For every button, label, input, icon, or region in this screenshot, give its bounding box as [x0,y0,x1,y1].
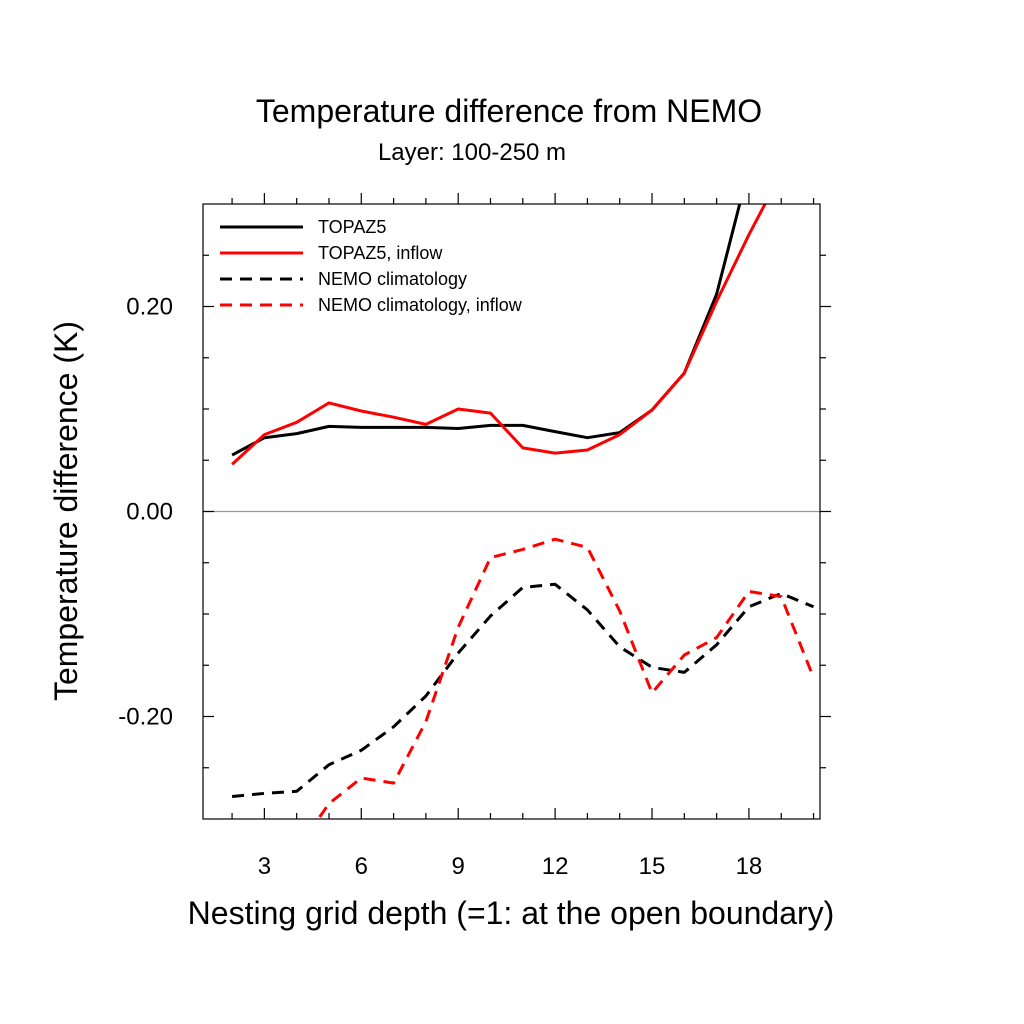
ticks-layer [203,193,831,819]
x-tick-labels: 3 6 9 12 15 18 [258,853,763,880]
legend-label: NEMO climatology [318,269,467,289]
plot-frame [202,203,821,820]
series-line-nemo-climatology-inflow [316,537,815,819]
plot-area [202,193,831,820]
legend-label: TOPAZ5 [318,217,386,237]
series-line-nemo-climatology [231,582,815,798]
y-axis-label: Temperature difference (K) [48,321,84,701]
x-axis-label: Nesting grid depth (=1: at the open boun… [188,895,835,931]
legend-label: TOPAZ5, inflow [318,243,443,263]
y-tick-label: 0.00 [126,499,173,526]
x-tick-label: 15 [639,853,666,880]
chart-title: Temperature difference from NEMO [256,93,762,129]
series-line-topaz5-inflow [231,204,767,466]
x-tick-label: 18 [736,853,763,880]
x-tick-label: 12 [542,853,569,880]
chart-subtitle: Layer: 100-250 m [378,139,566,166]
x-tick-label: 9 [452,853,465,880]
y-tick-labels: 0.20 0.00 -0.20 [118,294,173,731]
x-tick-label: 6 [355,853,368,880]
legend-label: NEMO climatology, inflow [318,295,523,315]
x-tick-label: 3 [258,853,271,880]
series-layer [231,204,815,819]
y-tick-label: -0.20 [118,704,173,731]
legend: TOPAZ5 TOPAZ5, inflow NEMO climatology NEMO… [220,217,523,315]
y-tick-label: 0.20 [126,294,173,321]
